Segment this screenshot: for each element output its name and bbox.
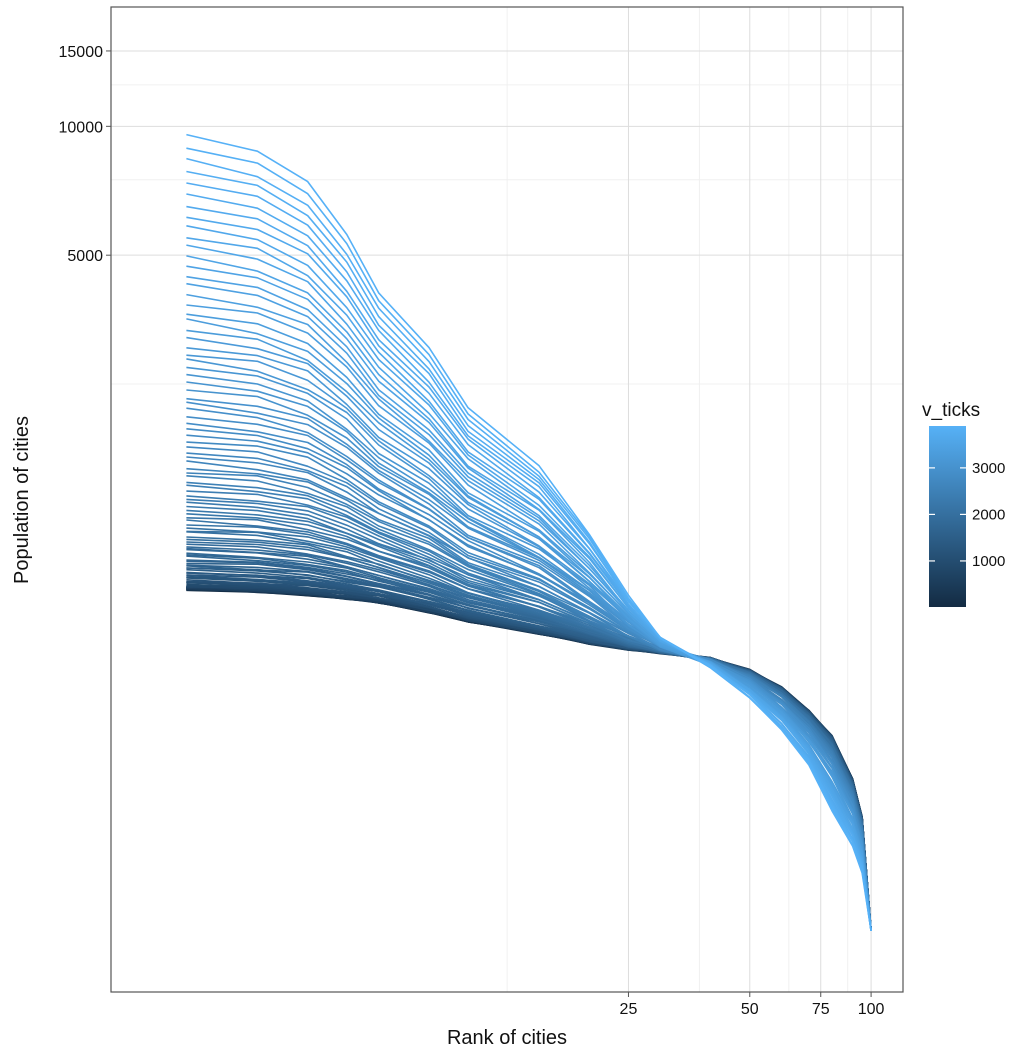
population-line xyxy=(186,585,872,931)
population-line xyxy=(186,571,872,931)
population-line xyxy=(186,589,872,931)
population-line xyxy=(186,587,872,931)
panel-border xyxy=(110,6,904,993)
population-line xyxy=(186,538,872,931)
population-line xyxy=(186,583,872,931)
x-tick-label: 75 xyxy=(812,1001,830,1018)
population-line xyxy=(186,366,872,931)
population-line xyxy=(186,313,872,931)
population-line xyxy=(186,567,872,931)
x-tick-label: 100 xyxy=(858,1001,885,1018)
population-line xyxy=(186,588,872,931)
population-line xyxy=(186,586,872,931)
x-tick-label: 50 xyxy=(741,1001,759,1018)
population-line xyxy=(186,147,872,932)
legend: v_ticks 1000 2000 3000 xyxy=(922,400,1005,607)
population-line xyxy=(186,587,872,931)
population-line xyxy=(186,588,872,931)
population-line xyxy=(186,586,872,931)
population-line xyxy=(186,587,872,931)
population-line xyxy=(186,547,872,931)
population-line xyxy=(186,586,872,931)
y-tick-label: 15000 xyxy=(59,44,104,61)
population-line xyxy=(186,416,872,931)
population-line xyxy=(186,582,872,931)
population-line xyxy=(186,589,872,931)
population-line xyxy=(186,585,872,931)
x-axis: 25 50 75 100 xyxy=(620,992,885,1018)
population-line xyxy=(186,265,872,931)
population-line xyxy=(186,588,872,931)
population-line xyxy=(186,347,872,931)
population-line xyxy=(186,133,872,932)
population-line xyxy=(186,567,872,931)
population-line xyxy=(186,401,872,931)
legend-ticks: 1000 2000 3000 xyxy=(929,460,1005,570)
population-line xyxy=(186,584,872,931)
legend-tick-label: 3000 xyxy=(972,460,1005,477)
population-line xyxy=(186,498,872,931)
x-tick-label: 25 xyxy=(620,1001,638,1018)
y-tick-label: 5000 xyxy=(67,248,103,265)
population-line xyxy=(186,587,872,931)
population-line xyxy=(186,580,872,931)
population-line xyxy=(186,581,872,931)
population-line xyxy=(186,587,872,931)
population-line xyxy=(186,407,872,931)
population-line xyxy=(186,586,872,931)
population-line xyxy=(186,589,872,931)
population-line xyxy=(186,586,872,931)
population-line xyxy=(186,588,872,931)
population-line xyxy=(186,329,872,931)
population-curves xyxy=(186,133,872,932)
population-line xyxy=(186,581,872,931)
y-axis: 5000 10000 15000 xyxy=(59,44,111,265)
legend-tick-label: 2000 xyxy=(972,506,1005,523)
population-line xyxy=(186,586,872,931)
population-line xyxy=(186,358,872,931)
grid-lines xyxy=(111,7,903,992)
population-line xyxy=(186,581,872,931)
population-line xyxy=(186,452,872,931)
population-line xyxy=(186,336,872,931)
legend-colorbar xyxy=(929,426,966,607)
legend-title: v_ticks xyxy=(922,400,980,421)
population-line xyxy=(186,586,872,931)
population-line xyxy=(186,588,872,931)
population-line xyxy=(186,441,872,931)
population-line xyxy=(186,422,872,931)
population-line xyxy=(186,543,872,931)
y-axis-title: Population of cities xyxy=(11,416,33,584)
legend-tick-label: 1000 xyxy=(972,553,1005,570)
y-tick-label: 10000 xyxy=(59,119,104,136)
x-axis-title: Rank of cities xyxy=(447,1027,567,1049)
population-line xyxy=(186,354,872,931)
population-line xyxy=(186,255,872,931)
population-line xyxy=(186,225,872,932)
population-line xyxy=(186,586,872,931)
population-line xyxy=(186,585,872,931)
population-line xyxy=(186,588,872,931)
population-line xyxy=(186,587,872,931)
population-line xyxy=(186,586,872,931)
population-line xyxy=(186,530,872,931)
population-line xyxy=(186,584,872,931)
